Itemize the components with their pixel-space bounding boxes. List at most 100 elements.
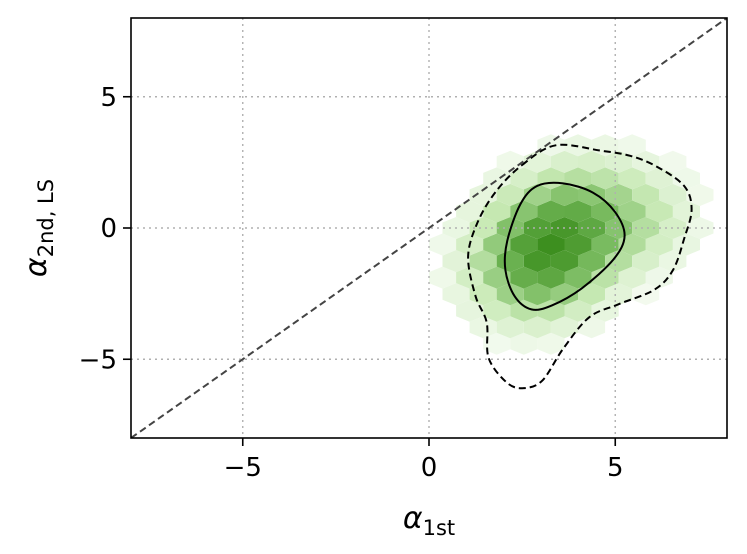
x-tick-label: 5 <box>607 453 624 483</box>
hexbin-cell <box>645 266 673 289</box>
hexbin-cell <box>605 150 633 173</box>
y-tick-label: 5 <box>100 83 117 113</box>
y-axis-label: α2nd, LS <box>19 179 58 277</box>
hexbin-cell <box>605 250 633 273</box>
hexbin-cell <box>564 200 592 223</box>
hexbin-cell <box>537 266 565 289</box>
x-axis-symbol: α <box>403 501 423 536</box>
hexbin-cell <box>618 233 646 256</box>
y-axis-subscript: 2nd, LS <box>34 179 58 257</box>
hexbin-cell <box>618 167 646 190</box>
hexbin-cell <box>510 233 538 256</box>
hexbin-cell <box>578 283 606 306</box>
hexbin-cell <box>496 250 524 273</box>
hexbin-cell <box>496 150 524 173</box>
hexbin-cell <box>672 233 700 256</box>
hexbin-cell <box>483 299 511 322</box>
hexbin-cell <box>672 167 700 190</box>
hexbin-cell <box>578 217 606 239</box>
hexbin-cell <box>483 233 511 256</box>
hexbin-cell <box>564 233 592 256</box>
hexbin-cell <box>564 134 592 157</box>
hexbin-cell <box>510 332 538 355</box>
hexbin-cell <box>537 233 565 256</box>
hexbin-cell <box>469 217 497 239</box>
hexbin-cell <box>456 200 484 223</box>
hexbin-cell <box>659 150 687 173</box>
hexbin-cell <box>618 266 646 289</box>
hexbin-cell <box>618 200 646 223</box>
hexbin-cell <box>564 299 592 322</box>
hexbin-cell <box>632 183 660 206</box>
hexbin-cell <box>550 283 578 306</box>
hexbin-cell <box>483 332 511 355</box>
hexbin-cell <box>483 266 511 289</box>
x-axis-label: α1st <box>403 501 455 540</box>
hexbin-cell <box>483 200 511 223</box>
reference-diagonal <box>131 18 727 438</box>
hexbin-cell <box>645 233 673 256</box>
x-axis-subscript: 1st <box>423 516 456 540</box>
hexbin-cell <box>442 250 470 273</box>
hexbin-cell <box>496 183 524 206</box>
hexbin-cell <box>523 217 551 239</box>
hexbin-cell <box>645 200 673 223</box>
hexbin-cell <box>537 299 565 322</box>
hexbin-cell <box>510 299 538 322</box>
y-tick-label: −5 <box>79 345 117 375</box>
hexbin-cell <box>469 183 497 206</box>
hexbin-cell <box>659 250 687 273</box>
axis-ticks: −5 0 5 −5 0 5 <box>79 83 624 483</box>
contour-inner <box>503 181 626 311</box>
hexbin-cell <box>469 316 497 339</box>
hexbin-cell <box>591 200 619 223</box>
hexbin-cell <box>537 200 565 223</box>
hexbin-cell <box>550 150 578 173</box>
hexbin-cell <box>550 183 578 206</box>
hexbin-cell <box>578 150 606 173</box>
hexbin-cell <box>605 283 633 306</box>
hexbin-cell <box>618 134 646 157</box>
hexbin-cell <box>686 217 714 239</box>
hexbin-cell <box>496 316 524 339</box>
hexbin-cell <box>550 250 578 273</box>
hexbin-cell <box>537 134 565 157</box>
x-tick-label: −5 <box>224 453 262 483</box>
hexbin-cell <box>469 250 497 273</box>
hexbin-cell <box>659 183 687 206</box>
hexbin-cell <box>578 316 606 339</box>
hexbin-cell <box>632 150 660 173</box>
hexbin-cell <box>672 200 700 223</box>
hexbin-cell <box>591 299 619 322</box>
hexbin-cell <box>429 233 457 256</box>
density-contours <box>467 143 693 390</box>
hexbin-cell <box>510 167 538 190</box>
hexbin-cell <box>483 167 511 190</box>
hexbin-cell <box>591 266 619 289</box>
hexbin-cell <box>510 200 538 223</box>
hexbin-cell <box>456 299 484 322</box>
contour-outer <box>467 143 693 390</box>
hexbin-cell <box>591 233 619 256</box>
hexbin-cell <box>537 332 565 355</box>
hexbin-cell <box>523 250 551 273</box>
y-tick-label: 0 <box>100 214 117 244</box>
hexbin-cell <box>632 217 660 239</box>
hexbin-cell <box>429 266 457 289</box>
hexbin-cell <box>605 183 633 206</box>
hexbin-cell <box>523 316 551 339</box>
hexbin-cell <box>442 283 470 306</box>
x-tick-label: 0 <box>421 453 438 483</box>
hexbin-cell <box>550 316 578 339</box>
hexbin-cell <box>686 183 714 206</box>
hexbin-cell <box>578 250 606 273</box>
hexbin-cell <box>591 167 619 190</box>
y-axis-symbol: α <box>19 257 54 277</box>
hexbin-cell <box>523 283 551 306</box>
hexbin-cell <box>510 266 538 289</box>
hexbin-cell <box>632 250 660 273</box>
hexbin-cell <box>564 266 592 289</box>
diagonal-reference-line <box>131 18 727 438</box>
hexbin-cell <box>456 266 484 289</box>
